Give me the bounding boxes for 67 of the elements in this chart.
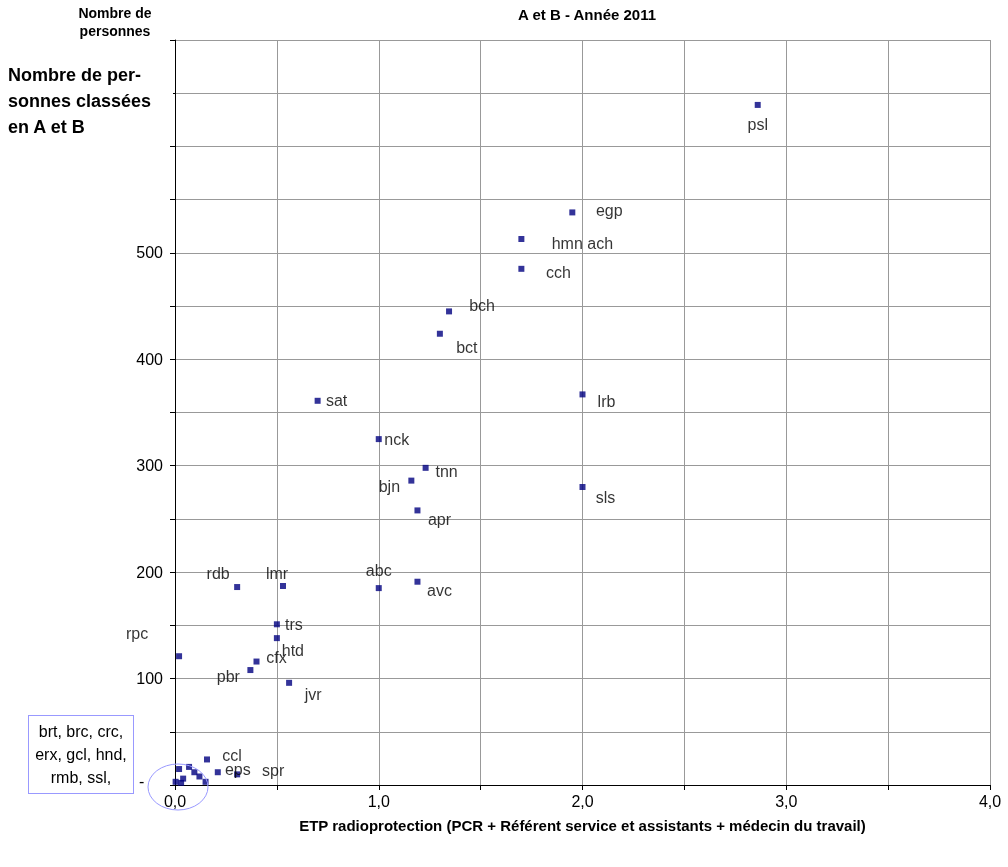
y-tick-label: 500 bbox=[136, 244, 164, 262]
data-label: rdb bbox=[206, 564, 230, 582]
data-label: rpc bbox=[125, 624, 149, 642]
point bbox=[214, 769, 221, 776]
x-tick-label: 2,0 bbox=[571, 792, 594, 810]
point bbox=[176, 766, 183, 773]
x-tick-label: 4,0 bbox=[978, 792, 1002, 810]
point bbox=[375, 585, 382, 592]
x-axis-title: ETP radioprotection (PCR + Référent service et assistants + médecin du travail) bbox=[299, 816, 866, 834]
point bbox=[754, 101, 761, 108]
data-label: psl bbox=[747, 116, 768, 134]
text: - bbox=[139, 773, 145, 791]
data-label: cch bbox=[545, 264, 571, 282]
data-label: spr bbox=[262, 761, 285, 779]
y-tick-label: 100 bbox=[136, 670, 164, 688]
point bbox=[253, 658, 260, 665]
point bbox=[286, 679, 293, 686]
data-label: sat bbox=[325, 392, 348, 410]
point bbox=[180, 775, 187, 782]
point bbox=[375, 436, 382, 443]
point bbox=[408, 477, 415, 484]
point bbox=[273, 621, 280, 628]
point bbox=[234, 584, 241, 591]
x-tick-label: 0,0 bbox=[163, 792, 187, 810]
chart-title: A et B - Année 2011 bbox=[517, 6, 657, 23]
x-tick-label: 3,0 bbox=[775, 792, 798, 810]
data-label: nck bbox=[384, 430, 411, 448]
data-label: jvr bbox=[303, 686, 323, 704]
data-label: sls bbox=[595, 488, 616, 506]
point bbox=[196, 773, 203, 780]
x-tick-label: 1,0 bbox=[367, 792, 390, 810]
data-label: lrb bbox=[597, 392, 616, 410]
point bbox=[446, 308, 453, 315]
data-label: trs bbox=[284, 615, 303, 633]
point bbox=[279, 582, 286, 589]
point bbox=[203, 756, 210, 763]
text: brt, brc, crc, erx, gcl, hnd, rmb, ssl, bbox=[28, 715, 134, 794]
point bbox=[414, 507, 421, 514]
data-label: abc bbox=[365, 561, 392, 579]
point bbox=[569, 209, 576, 216]
point bbox=[436, 330, 443, 337]
data-label: egp bbox=[595, 201, 623, 219]
data-label: avc bbox=[427, 582, 452, 600]
data-label: lmr bbox=[265, 565, 289, 583]
y-tick-label: 200 bbox=[136, 563, 164, 581]
point bbox=[176, 653, 183, 660]
data-label: pbr bbox=[216, 667, 241, 685]
data-label: bch bbox=[469, 296, 495, 314]
point bbox=[191, 769, 198, 776]
point bbox=[579, 391, 586, 398]
point bbox=[273, 635, 280, 642]
point bbox=[579, 484, 586, 490]
point bbox=[414, 578, 421, 585]
y-tick-label: 300 bbox=[136, 457, 164, 475]
text: Nombre de personnes bbox=[77, 4, 153, 40]
point bbox=[247, 667, 254, 674]
y-axis-title: Nombre de per- sonnes classées en A et B bbox=[8, 62, 173, 140]
data-label: tnn bbox=[435, 463, 458, 481]
data-label: bct bbox=[456, 339, 479, 357]
data-label: bjn bbox=[378, 478, 401, 496]
point bbox=[518, 236, 525, 243]
y-tick-label: 400 bbox=[136, 350, 164, 368]
point bbox=[314, 397, 321, 404]
data-label: apr bbox=[427, 510, 452, 528]
point bbox=[518, 265, 525, 272]
point bbox=[422, 464, 429, 471]
data-label: hmn ach bbox=[551, 234, 614, 252]
